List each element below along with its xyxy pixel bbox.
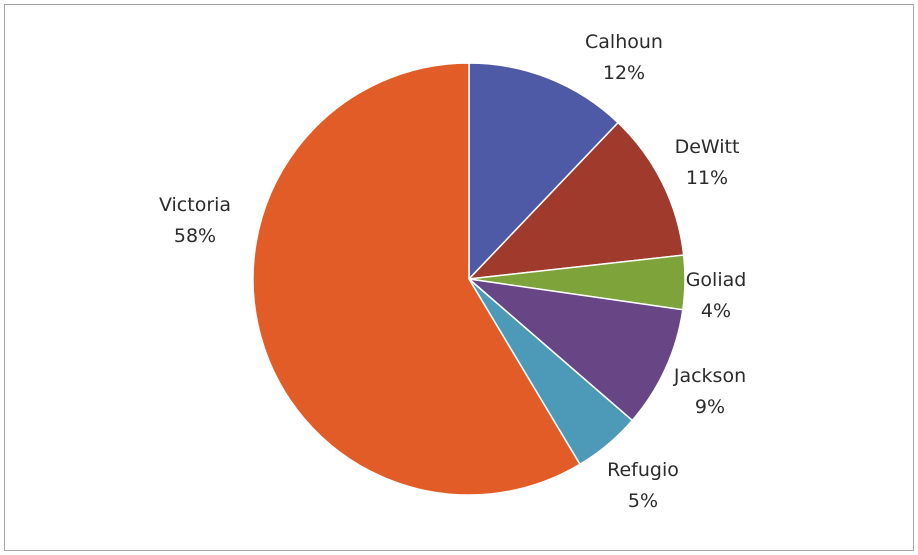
slice-percent-refugio: 5% [628, 490, 658, 512]
slice-jackson [466, 277, 684, 422]
slice-percent-goliad: 4% [701, 300, 731, 322]
slice-label-victoria: Victoria [159, 194, 231, 216]
slice-percent-calhoun: 12% [603, 62, 645, 84]
slice-percent-dewitt: 11% [686, 167, 728, 189]
slice-dewitt [467, 121, 685, 280]
slice-label-jackson: Jackson [673, 365, 746, 387]
pie-slices [252, 62, 686, 496]
slice-label-goliad: Goliad [686, 269, 747, 291]
slice-percent-jackson: 9% [695, 396, 725, 418]
slice-label-refugio: Refugio [607, 459, 679, 481]
slice-victoria [252, 62, 581, 496]
slice-percent-victoria: 58% [174, 225, 216, 247]
slice-labels: Calhoun 12% DeWitt 11% Goliad 4% Jackson 9% Refu… [159, 31, 746, 512]
slice-calhoun [468, 62, 620, 281]
slice-label-dewitt: DeWitt [675, 136, 740, 158]
slice-label-calhoun: Calhoun [585, 31, 663, 53]
